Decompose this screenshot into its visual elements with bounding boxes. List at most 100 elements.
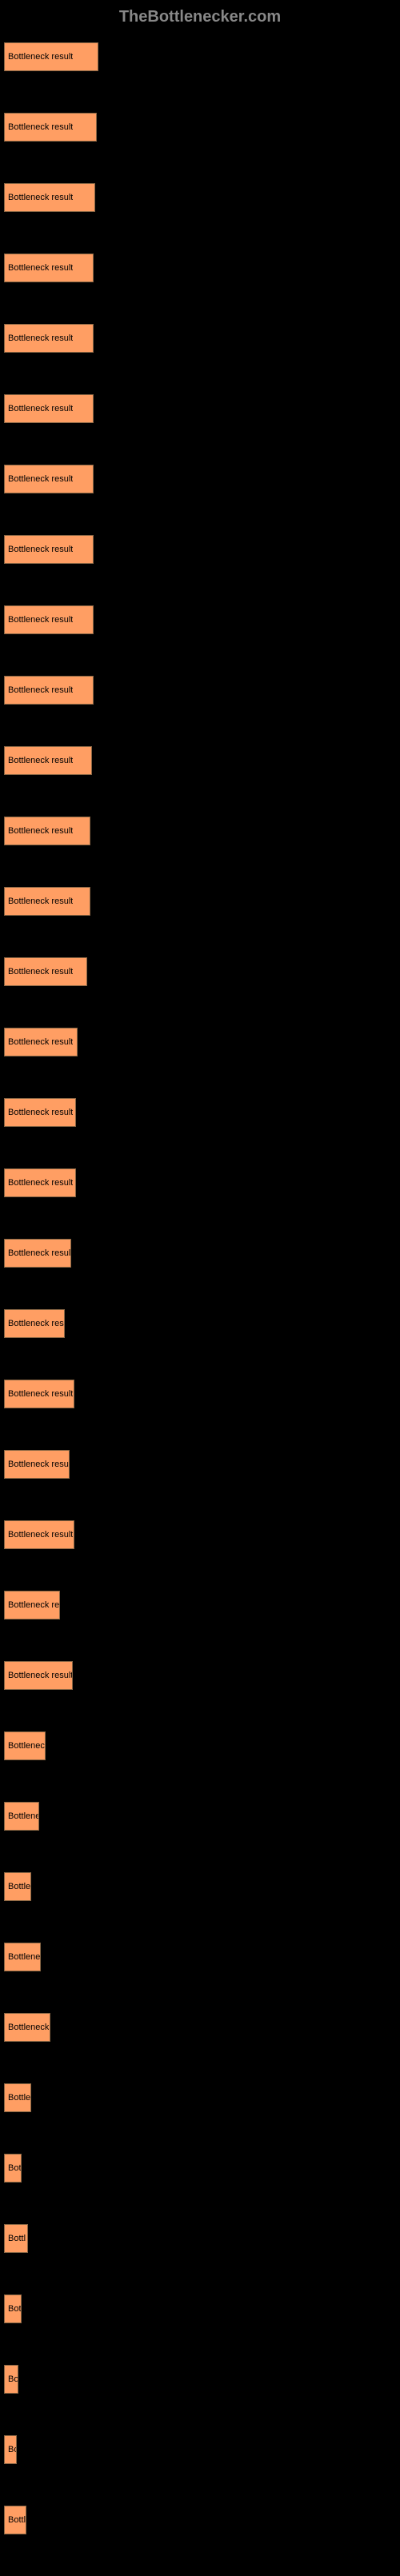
bar-text: Bottleneck result (8, 1530, 73, 1540)
bar-text: Bottleneck result (8, 1671, 72, 1680)
bar-text: Bot (8, 2163, 21, 2173)
bar-text: Bottleneck res (8, 1319, 64, 1328)
bar-row: Bottl (4, 2506, 396, 2541)
bar-row: Bottleneck result (4, 1380, 396, 1415)
bar-chart: Bottleneck result Bottleneck result Bottle… (0, 42, 400, 2541)
bar-row: Bottleneck result (4, 394, 396, 429)
bar-text: Bottleneck resul (8, 1460, 69, 1469)
chart-bar[interactable]: Bo (4, 2435, 17, 2464)
bar-text: Bottleneck result (8, 545, 73, 554)
bar-row: Bottleneck result (4, 1028, 396, 1063)
chart-bar[interactable]: Bottleneck result (4, 1661, 73, 1690)
header-title: TheBottlenecker.com (119, 8, 281, 26)
chart-bar[interactable]: Bottleneck result (4, 746, 92, 775)
chart-bar[interactable]: Bottleneck result (4, 887, 90, 916)
chart-bar[interactable]: Bottleneck result (4, 676, 94, 705)
bar-row: Bottlene (4, 1802, 396, 1837)
bar-text: Bottleneck result (8, 404, 73, 413)
chart-bar[interactable]: Bottlenec (4, 1731, 46, 1760)
bar-text: Bottleneck result (8, 333, 73, 343)
bar-row: Bottleneck result (4, 676, 396, 711)
bar-row: Bottleneck result (4, 254, 396, 289)
chart-bar[interactable]: Bottleneck result (4, 394, 94, 423)
chart-bar[interactable]: Bottl (4, 2506, 26, 2534)
chart-bar[interactable]: Bottleneck (4, 2013, 50, 2042)
bar-row: Bottleneck result (4, 746, 396, 781)
chart-bar[interactable]: Bottleneck result (4, 1380, 74, 1408)
chart-bar[interactable]: Bottle (4, 1872, 31, 1901)
bar-text: Bottleneck result (8, 685, 73, 695)
bar-text: Bo (8, 2445, 16, 2454)
chart-bar[interactable]: Bottleneck result (4, 113, 97, 142)
bar-row: Bottleneck result (4, 1661, 396, 1696)
bar-text: Bottleneck result (8, 897, 73, 906)
bar-text: Bottleneck result (8, 756, 73, 765)
chart-bar[interactable]: Bottleneck result (4, 957, 87, 986)
chart-bar[interactable]: Bottleneck result (4, 254, 94, 282)
chart-bar[interactable]: Bot (4, 2294, 22, 2323)
bar-row: Bottleneck result (4, 42, 396, 78)
bar-text: Bo (8, 2374, 18, 2384)
bar-text: Bottleneck result (8, 1108, 73, 1117)
chart-bar[interactable]: Bottleneck result (4, 535, 94, 564)
bar-row: Bottleneck result (4, 957, 396, 992)
chart-bar[interactable]: Bottlene (4, 1943, 41, 1971)
bar-text: Bottleneck result (8, 193, 73, 202)
bar-row: Bottleneck result (4, 324, 396, 359)
chart-bar[interactable]: Bottleneck result (4, 183, 95, 212)
chart-bar[interactable]: Bo (4, 2365, 18, 2394)
chart-bar[interactable]: Bottleneck re (4, 1591, 60, 1619)
bar-row: Bottleneck result (4, 1098, 396, 1133)
bar-row: Bottleneck result (4, 887, 396, 922)
bar-row: Bottleneck re (4, 1591, 396, 1626)
bar-row: Bottleneck result (4, 1520, 396, 1556)
bar-text: Bot (8, 2304, 21, 2314)
bar-row: Bottleneck result (4, 113, 396, 148)
bar-row: Bottleneck result (4, 605, 396, 641)
bar-text: Bottleneck result (8, 1389, 73, 1399)
bar-row: Bottleneck result (4, 1239, 396, 1274)
chart-bar[interactable]: Bot (4, 2154, 22, 2183)
chart-bar[interactable]: Bottleneck result (4, 42, 98, 71)
chart-bar[interactable]: Bottl (4, 2224, 28, 2253)
bar-row: Bottleneck result (4, 1168, 396, 1204)
chart-bar[interactable]: Bottleneck result (4, 1239, 71, 1268)
bar-text: Bottleneck result (8, 826, 73, 836)
bar-text: Bottlene (8, 1811, 38, 1821)
bar-text: Bottleneck result (8, 474, 73, 484)
bar-text: Bottl (8, 2515, 26, 2525)
bar-row: Bottleneck res (4, 1309, 396, 1344)
bar-row: Bot (4, 2154, 396, 2189)
bar-text: Bottle (8, 2093, 30, 2103)
bar-text: Bottle (8, 1882, 30, 1891)
chart-bar[interactable]: Bottleneck res (4, 1309, 65, 1338)
bar-row: Bottlene (4, 1943, 396, 1978)
chart-bar[interactable]: Bottleneck result (4, 465, 94, 493)
bar-text: Bottleneck (8, 2023, 49, 2032)
chart-bar[interactable]: Bottleneck result (4, 1520, 74, 1549)
bar-row: Bo (4, 2435, 396, 2470)
chart-bar[interactable]: Bottleneck result (4, 1098, 76, 1127)
chart-bar[interactable]: Bottleneck result (4, 605, 94, 634)
bar-text: Bottl (8, 2234, 26, 2243)
chart-bar[interactable]: Bottleneck resul (4, 1450, 70, 1479)
chart-bar[interactable]: Bottleneck result (4, 1168, 76, 1197)
bar-row: Bottle (4, 1872, 396, 1907)
bar-row: Bottleneck result (4, 183, 396, 218)
bar-row: Bottleneck result (4, 465, 396, 500)
bar-row: Bottlenec (4, 1731, 396, 1767)
chart-bar[interactable]: Bottlene (4, 1802, 39, 1831)
chart-bar[interactable]: Bottleneck result (4, 1028, 78, 1056)
bar-text: Bottleneck result (8, 1037, 73, 1047)
bar-row: Bottleneck result (4, 535, 396, 570)
chart-bar[interactable]: Bottle (4, 2083, 31, 2112)
bar-text: Bottleneck result (8, 1248, 70, 1258)
bar-row: Bottle (4, 2083, 396, 2119)
bar-text: Bottleneck result (8, 1178, 73, 1188)
bar-row: Bot (4, 2294, 396, 2330)
bar-text: Bottleneck result (8, 263, 73, 273)
chart-bar[interactable]: Bottleneck result (4, 817, 90, 845)
bar-row: Bottleneck resul (4, 1450, 396, 1485)
chart-bar[interactable]: Bottleneck result (4, 324, 94, 353)
bar-text: Bottleneck re (8, 1600, 59, 1610)
